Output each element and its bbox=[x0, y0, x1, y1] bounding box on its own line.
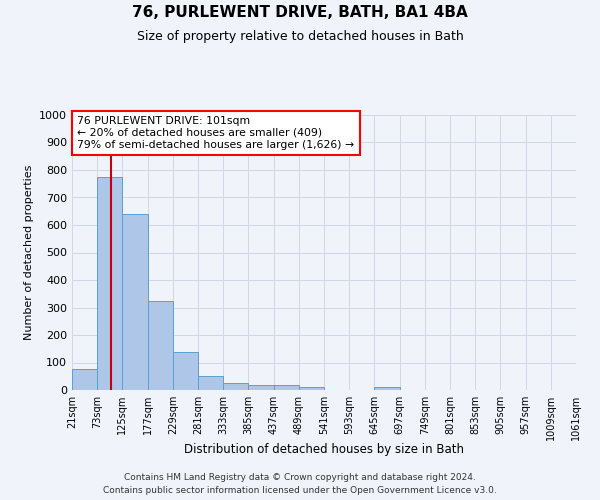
Text: Contains HM Land Registry data © Crown copyright and database right 2024.: Contains HM Land Registry data © Crown c… bbox=[124, 472, 476, 482]
Bar bbox=[122, 214, 148, 390]
Text: Distribution of detached houses by size in Bath: Distribution of detached houses by size … bbox=[184, 442, 464, 456]
Text: Size of property relative to detached houses in Bath: Size of property relative to detached ho… bbox=[137, 30, 463, 43]
Bar bbox=[223, 383, 248, 390]
Text: 76 PURLEWENT DRIVE: 101sqm
← 20% of detached houses are smaller (409)
79% of sem: 76 PURLEWENT DRIVE: 101sqm ← 20% of deta… bbox=[77, 116, 354, 150]
Y-axis label: Number of detached properties: Number of detached properties bbox=[23, 165, 34, 340]
Bar bbox=[97, 177, 122, 390]
Bar bbox=[374, 387, 400, 390]
Bar bbox=[248, 384, 274, 390]
Bar bbox=[173, 352, 198, 390]
Bar bbox=[148, 300, 173, 390]
Bar bbox=[274, 384, 299, 390]
Bar bbox=[198, 376, 223, 390]
Bar bbox=[299, 387, 324, 390]
Text: Contains public sector information licensed under the Open Government Licence v3: Contains public sector information licen… bbox=[103, 486, 497, 495]
Text: 76, PURLEWENT DRIVE, BATH, BA1 4BA: 76, PURLEWENT DRIVE, BATH, BA1 4BA bbox=[132, 5, 468, 20]
Bar bbox=[72, 370, 97, 390]
